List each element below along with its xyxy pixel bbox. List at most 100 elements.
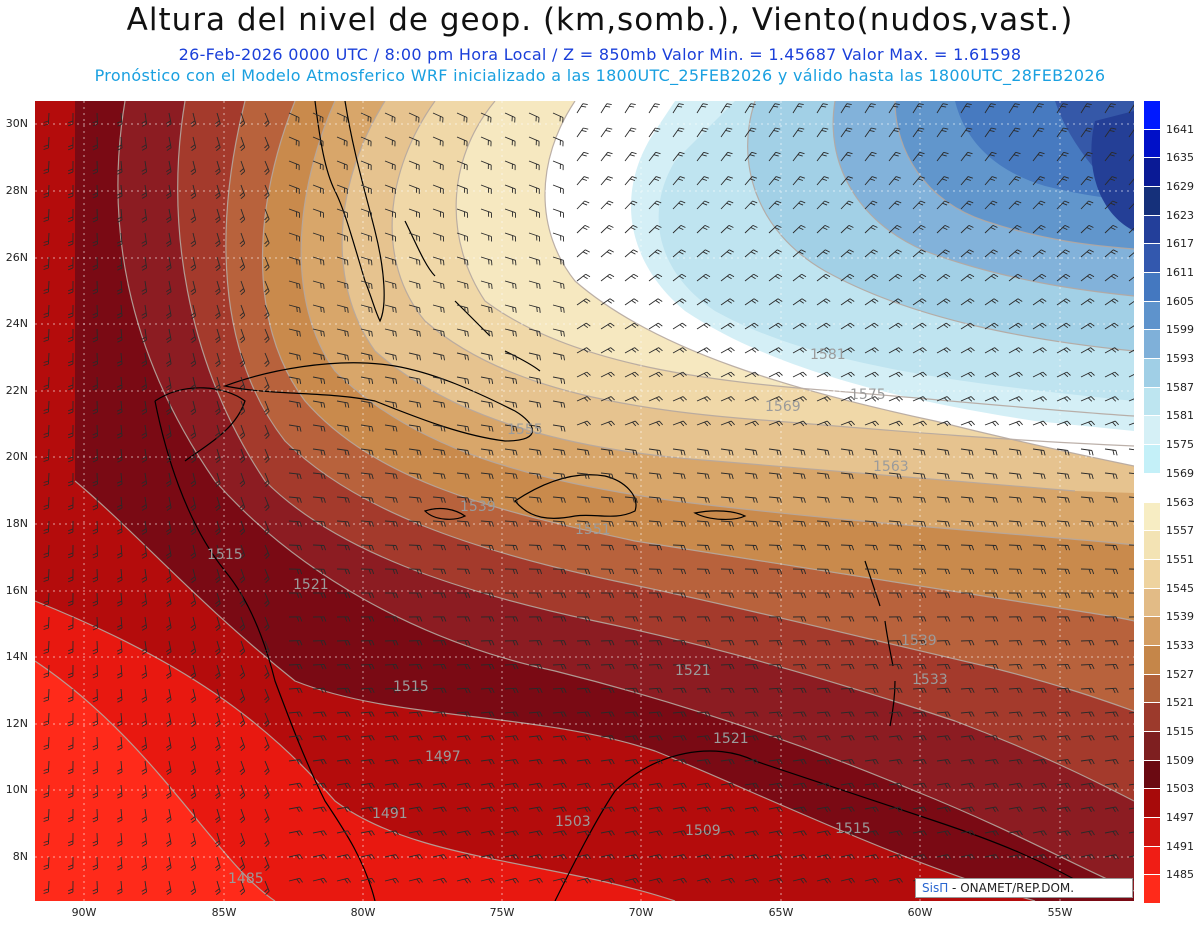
wind-barb (1104, 663, 1119, 670)
wind-barb (504, 735, 519, 741)
wind-barb (288, 544, 303, 551)
wind-barb (92, 160, 98, 175)
wind-barb (528, 520, 542, 527)
wind-barb (552, 448, 566, 456)
wind-barb (1104, 176, 1117, 186)
wind-barb (215, 112, 221, 127)
wind-barb (432, 830, 447, 836)
wind-barb (864, 298, 879, 306)
wind-barb (1056, 127, 1069, 138)
colorbar-label: 1575 (1166, 438, 1194, 452)
wind-barb (288, 806, 303, 813)
wind-barb (1104, 830, 1119, 836)
gridlines (35, 101, 1134, 901)
wind-barb (840, 371, 855, 378)
colorbar-swatch (1144, 101, 1160, 130)
wind-barb (912, 151, 925, 162)
wind-barb (744, 371, 759, 378)
wind-barb (720, 176, 733, 186)
wind-barb (432, 496, 446, 503)
wind-barb (936, 663, 951, 670)
wind-barb (384, 304, 397, 313)
wind-barb (744, 830, 759, 836)
wind-barb (1032, 640, 1047, 646)
colorbar (1144, 101, 1160, 904)
wind-barb (840, 496, 854, 503)
wind-barb (912, 176, 925, 186)
wind-barb (68, 376, 74, 391)
wind-barb (432, 400, 446, 408)
wind-barb (141, 520, 148, 535)
wind-barb (528, 592, 543, 598)
wind-barb (1056, 806, 1071, 813)
wind-barb (960, 249, 974, 258)
wind-barb (576, 711, 591, 717)
wind-barb (672, 396, 687, 402)
wind-barb (936, 568, 951, 575)
wind-barb (43, 832, 50, 846)
wind-barb (696, 249, 710, 258)
wind-barb (166, 184, 172, 199)
wind-barb (239, 424, 246, 440)
wind-barb (840, 249, 854, 258)
wind-barb (504, 496, 518, 503)
wind-barb (92, 640, 98, 655)
wind-barb (912, 298, 927, 306)
wind-barb (384, 352, 397, 361)
wind-barb (43, 280, 50, 294)
wind-barb (190, 520, 197, 535)
wind-barb (432, 782, 447, 789)
wind-barb (92, 880, 98, 895)
wind-barb (648, 448, 662, 456)
wind-barb (432, 663, 447, 670)
wind-barb (408, 663, 423, 670)
wind-barb (215, 136, 221, 151)
wind-barb (264, 736, 270, 752)
wind-barb (840, 830, 855, 836)
wind-barb (288, 280, 301, 290)
wind-barb (432, 640, 447, 646)
wind-barb (166, 592, 172, 607)
wind-barb (960, 735, 975, 741)
wind-barb (264, 568, 270, 584)
wind-barb (239, 520, 246, 536)
wind-barb (456, 830, 471, 836)
wind-barb (600, 806, 615, 813)
colorbar-swatch (1144, 531, 1160, 560)
wind-barb (960, 200, 974, 210)
wind-barb (336, 616, 351, 622)
wind-barb (1104, 640, 1119, 646)
wind-barb (215, 808, 221, 823)
wind-barb (672, 420, 687, 427)
wind-barb (190, 136, 197, 151)
wind-barb (432, 136, 444, 147)
wind-barb (1056, 782, 1071, 789)
wind-barb (792, 322, 807, 330)
wind-barb (239, 352, 246, 368)
wind-barb (141, 160, 148, 175)
wind-barb (576, 854, 591, 860)
wind-barb (648, 877, 663, 884)
wind-barb (696, 544, 711, 551)
wind-barb (888, 640, 903, 646)
wind-barb (384, 424, 398, 432)
wind-barb (528, 711, 543, 717)
wind-barb (864, 520, 878, 527)
wind-barb (432, 256, 445, 266)
wind-barb (312, 687, 327, 694)
wind-barb (1080, 396, 1095, 402)
wind-barb (528, 184, 540, 194)
wind-barb (117, 160, 123, 175)
wind-barb (92, 736, 98, 751)
contour-label: 1485 (228, 871, 264, 887)
wind-barb (360, 328, 373, 337)
wind-barb (624, 854, 639, 860)
wind-barb (141, 760, 148, 775)
wind-barb (576, 472, 590, 480)
wind-barb (528, 328, 541, 337)
wind-barb (408, 782, 423, 789)
wind-barb (648, 711, 663, 717)
wind-barb (960, 592, 975, 598)
wind-barb (984, 496, 998, 503)
wind-barb (552, 424, 566, 432)
